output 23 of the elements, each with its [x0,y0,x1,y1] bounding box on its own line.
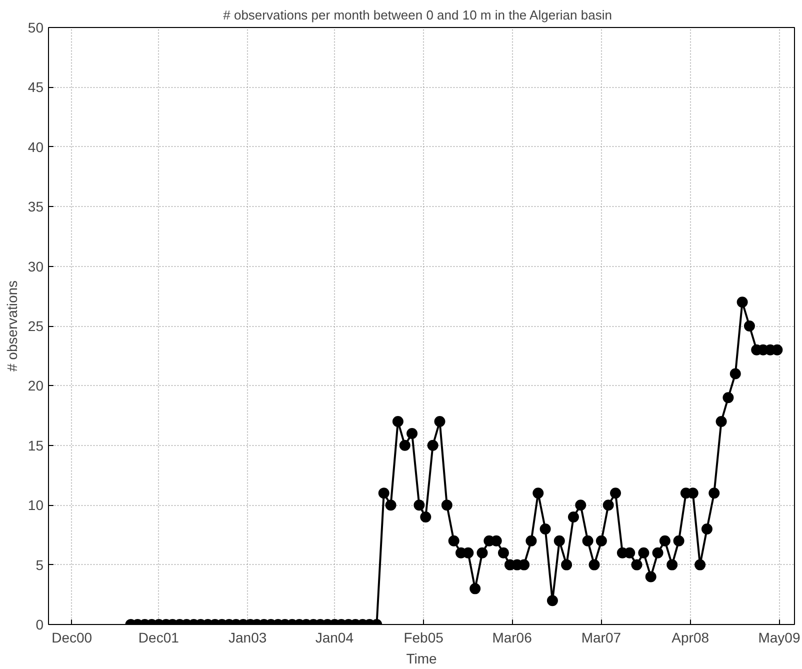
x-tick-label: Dec00 [52,630,92,646]
chart-title: # observations per month between 0 and 10 m in the Algerian basin [223,8,612,22]
x-tick-label: Dec01 [138,630,180,646]
x-tick-label: Jan04 [315,630,354,646]
x-tick-label: Mar06 [492,630,532,646]
y-tick-label: 35 [28,198,44,215]
x-axis-title: Time [406,650,438,666]
y-tick-label: 20 [28,378,44,394]
y-tick-label: 50 [28,20,44,36]
y-tick-label: 10 [28,497,44,514]
x-tick-label: May09 [758,630,800,646]
y-tick-label: 45 [28,79,44,96]
x-tick-label: Apr08 [672,630,710,646]
x-tick-label: Feb05 [404,630,444,646]
y-tick-label: 25 [28,318,44,334]
y-tick-label: 30 [28,258,44,274]
x-tick-label: Jan03 [228,630,267,646]
y-tick-label: 15 [28,437,44,454]
y-tick-label: 40 [28,138,44,155]
x-tick-label: Mar07 [581,630,622,646]
y-tick-label: 5 [36,556,44,573]
y-tick-label: 0 [36,616,44,632]
y-axis-title: # observations [4,280,20,372]
